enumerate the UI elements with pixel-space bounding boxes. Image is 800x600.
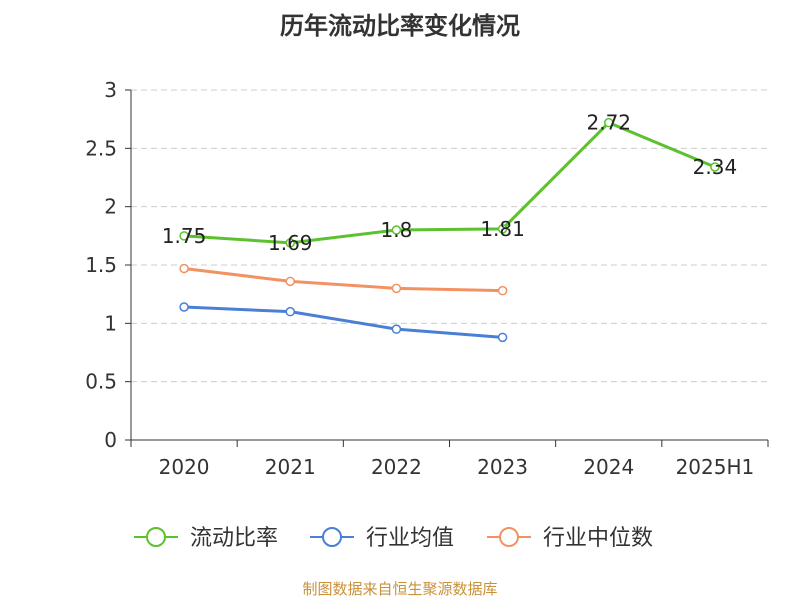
data-point (710, 162, 720, 172)
legend-label: 行业中位数 (543, 526, 653, 551)
y-tick-label: 0 (104, 428, 117, 452)
data-point (391, 324, 402, 334)
x-tick-label: 2023 (477, 455, 528, 479)
x-tick-label: 2021 (265, 455, 316, 479)
data-point (497, 285, 508, 296)
data-point (179, 263, 189, 274)
data-point (285, 276, 295, 287)
series-line (183, 267, 503, 293)
y-tick-label: 3 (104, 78, 117, 102)
x-tick-label: 2025H1 (676, 455, 755, 479)
data-point (285, 306, 295, 317)
grid-lines (131, 89, 768, 383)
legend-label: 行业均值 (366, 526, 454, 551)
data-point (179, 302, 189, 312)
data-source-note: 制图数据来自恒生聚源数据库 (302, 580, 498, 598)
series-points (179, 117, 720, 343)
y-tick-label: 1 (104, 311, 117, 335)
chart-title: 历年流动比率变化情况 (280, 12, 520, 40)
x-tick-label: 2020 (159, 455, 210, 479)
y-tick-label: 2.5 (85, 136, 117, 160)
legend-label: 流动比率 (190, 526, 278, 551)
data-label: 1.81 (480, 217, 525, 241)
data-point (179, 231, 189, 241)
y-tick-label: 0.5 (85, 370, 117, 394)
data-point (391, 225, 402, 235)
data-label: 1.75 (162, 224, 207, 248)
data-label: 1.69 (268, 231, 313, 255)
data-label: 2.34 (693, 155, 738, 179)
data-point (391, 283, 402, 294)
legend-item: 流动比率 (134, 526, 278, 551)
y-tick-label: 2 (104, 195, 117, 219)
x-axis-tick-labels: 2020 2021 2022 2023 2024 2025H1 (159, 455, 755, 479)
x-tick-label: 2022 (371, 455, 422, 479)
y-tick-label: 1.5 (85, 253, 117, 277)
data-label: 1.8 (381, 218, 413, 242)
data-labels: 1.75 1.69 1.8 1.81 2.72 2.34 (162, 111, 737, 255)
data-point (497, 224, 508, 234)
legend-item: 行业均值 (310, 526, 454, 551)
legend: 流动比率 行业均值 行业中位数 (134, 526, 653, 551)
series-line (184, 305, 503, 339)
data-point (604, 117, 614, 128)
legend-marker (322, 527, 342, 547)
data-label: 2.72 (586, 111, 631, 135)
series-lines (183, 121, 716, 339)
legend-marker (499, 527, 519, 547)
axes (125, 89, 769, 447)
data-point (285, 238, 295, 248)
legend-marker (146, 527, 166, 547)
x-tick-label: 2024 (583, 455, 634, 479)
series-line (183, 121, 716, 245)
y-axis-tick-labels: 0 0.5 1 1.5 2 2.5 3 (85, 78, 117, 452)
data-point (497, 332, 508, 343)
legend-item: 行业中位数 (487, 526, 653, 551)
